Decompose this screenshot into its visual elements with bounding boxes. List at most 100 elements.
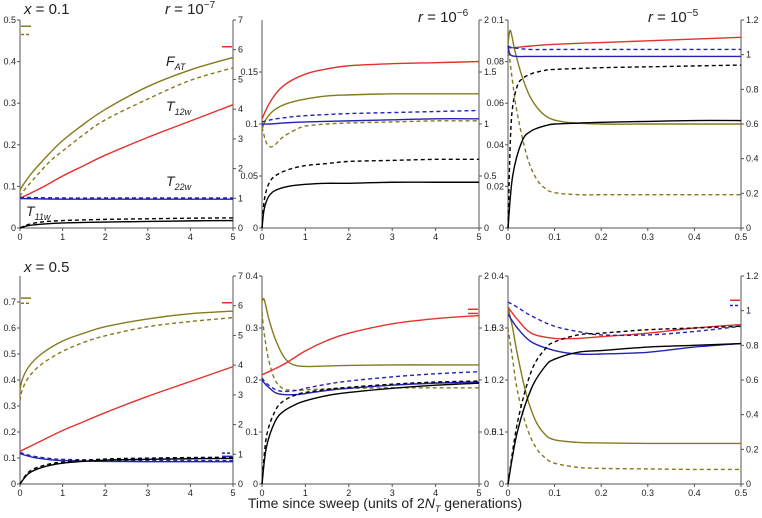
x-tick-label: 5	[476, 488, 481, 498]
y-tick-label-right: 1	[746, 50, 751, 60]
panel-3: 0 0.1 0.2 0.3 0.4 0.500.020.040.060.080.100.2…	[486, 15, 758, 242]
x-tick-label: 0.5	[735, 232, 748, 242]
y-tick-label-left: 0.3	[3, 98, 16, 108]
y-tick-label-right: 2	[484, 271, 489, 281]
series-t-12w	[19, 365, 234, 452]
y-tick-label-right: 2	[238, 420, 243, 430]
y-tick-label-right: 0.4	[746, 410, 759, 420]
y-tick-label-right: 0.6	[746, 375, 759, 385]
curve-label-t12w: T12w	[166, 98, 192, 117]
y-tick-label-left: 0.08	[486, 57, 504, 67]
series-t-12w	[261, 314, 480, 376]
y-tick-label-left: 0.1	[245, 427, 258, 437]
y-tick-label-right: 0	[746, 223, 751, 233]
y-tick-label-right: 1.5	[484, 323, 497, 333]
y-tick-label-right: 0	[484, 479, 489, 489]
y-tick-label-right: 0	[238, 479, 243, 489]
y-tick-label-left: 0.4	[3, 375, 16, 385]
y-tick-label-right: 0	[484, 223, 489, 233]
y-tick-label-right: 1	[484, 375, 489, 385]
x-tick-label: 0.3	[642, 488, 655, 498]
y-tick-label-right: 0.8	[746, 340, 759, 350]
y-tick-label-left: 0	[499, 223, 504, 233]
series-t-22w-dashed	[19, 451, 233, 462]
y-tick-label-right: 5	[238, 330, 243, 340]
x-tick-label: 1	[60, 232, 65, 242]
y-tick-label-right: 4	[238, 360, 243, 370]
y-tick-label-right: 1.2	[746, 271, 759, 281]
col-label-r7: r = 10−7	[165, 0, 216, 18]
y-tick-label-right: 6	[238, 45, 243, 55]
x-tick-label: 5	[230, 232, 235, 242]
y-tick-label-right: 0.4	[746, 154, 759, 164]
series-f-at-dashed	[19, 316, 234, 401]
series-f-at-solid	[507, 307, 741, 445]
y-tick-label-left: 0.02	[486, 181, 504, 191]
x-tick-label: 3	[390, 488, 395, 498]
y-tick-label-left: 0.2	[491, 375, 504, 385]
series-t-11w-dashed	[261, 380, 480, 485]
y-tick-label-right: 3	[238, 134, 243, 144]
y-tick-label-left: 0.1	[3, 453, 16, 463]
curve-label-t11w: T11w	[26, 203, 51, 222]
x-tick-label: 0.4	[688, 488, 701, 498]
x-tick-label: 2	[103, 232, 108, 242]
series-t-22w-solid	[507, 45, 741, 58]
series-t-11w-solid	[261, 382, 480, 485]
x-tick-label: 4	[188, 232, 193, 242]
y-tick-label-left: 0.1	[491, 15, 504, 25]
y-tick-label-left: 0.2	[3, 140, 16, 150]
series-f-at-solid	[507, 29, 741, 125]
y-tick-label-right: 0.2	[746, 444, 759, 454]
panel-5: 0 1 2 3 4 500.10.20.30.400.511.52	[245, 271, 496, 498]
series-f-at-dashed	[261, 120, 480, 148]
y-tick-label-right: 0.6	[746, 119, 759, 129]
x-tick-label: 2	[346, 488, 351, 498]
col-label-r5: r = 10−5	[648, 8, 699, 26]
x-tick-label: 0	[17, 232, 22, 242]
y-tick-label-left: 0.04	[486, 140, 504, 150]
x-tick-label: 2	[103, 488, 108, 498]
series-t-11w-dashed	[19, 217, 234, 229]
y-tick-label-left: 0.1	[491, 427, 504, 437]
series-f-at-solid	[261, 93, 479, 130]
series-t-12w	[507, 306, 742, 340]
y-tick-label-left: 0	[253, 479, 258, 489]
series-t-11w-solid	[19, 457, 234, 485]
x-tick-label: 5	[476, 232, 481, 242]
x-tick-label: 4	[188, 488, 193, 498]
series-t-12w	[261, 60, 480, 120]
y-tick-label-left: 0.1	[245, 119, 258, 129]
y-tick-label-right: 0	[238, 223, 243, 233]
y-tick-label-left: 0.7	[3, 297, 16, 307]
y-tick-label-right: 1	[484, 119, 489, 129]
panel-6: 0 0.1 0.2 0.3 0.4 0.500.10.20.30.400.20.40.60…	[491, 271, 758, 498]
y-tick-label-right: 1	[238, 449, 243, 459]
y-tick-label-left: 0.2	[245, 375, 258, 385]
y-tick-label-right: 0	[746, 479, 751, 489]
series-t-11w-dashed	[19, 456, 234, 485]
x-tick-label: 5	[230, 488, 235, 498]
y-tick-label-left: 0.05	[240, 171, 258, 181]
y-tick-label-right: 1.5	[484, 67, 497, 77]
curve-label-t22w: T22w	[166, 173, 192, 192]
y-tick-label-right: 6	[238, 301, 243, 311]
y-tick-label-left: 0.4	[3, 57, 16, 67]
x-tick-label: 0	[17, 488, 22, 498]
x-tick-label: 3	[145, 232, 150, 242]
series-f-at-dashed	[19, 67, 234, 198]
y-tick-label-right: 4	[238, 104, 243, 114]
y-tick-label-right: 7	[238, 15, 243, 25]
series-t-11w-solid	[507, 342, 742, 485]
y-tick-label-left: 0.5	[3, 15, 16, 25]
y-tick-label-left: 0	[11, 223, 16, 233]
x-tick-label: 0.2	[595, 232, 608, 242]
x-tick-label: 0	[259, 488, 264, 498]
y-tick-label-left: 0.4	[491, 271, 504, 281]
x-tick-label: 0.3	[642, 232, 655, 242]
y-tick-label-left: 0.3	[245, 323, 258, 333]
series-f-at-solid	[19, 310, 234, 391]
